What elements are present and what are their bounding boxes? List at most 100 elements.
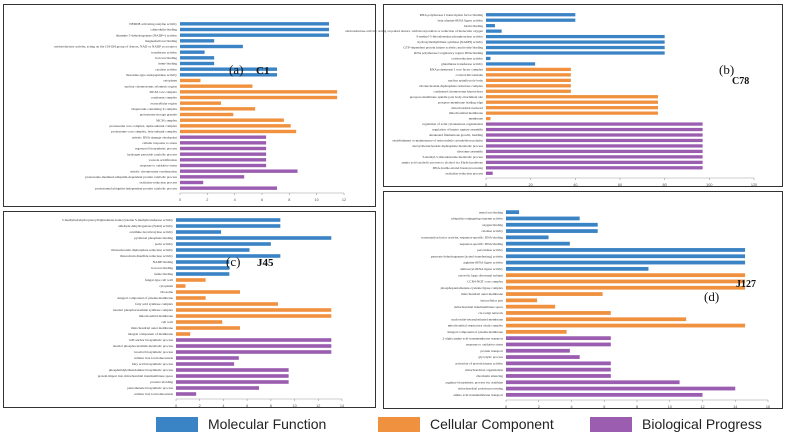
category-label: arginine-tRNA ligase activity: [463, 261, 503, 265]
category-label: ribosome assembly: [457, 150, 483, 154]
bar: [486, 149, 703, 154]
category-label: transcription factor activity, sequence-…: [421, 235, 503, 240]
bar: [180, 186, 278, 190]
category-label: nuclear chromosome, telomeric region: [125, 84, 178, 89]
bar: [486, 62, 536, 66]
bar: [180, 50, 205, 54]
bar: [180, 61, 215, 66]
x-tick-label: 16: [766, 405, 770, 409]
category-label: extracellular region: [151, 101, 178, 105]
x-tick-label: 12: [342, 198, 346, 202]
bar: [486, 138, 703, 143]
category-label: amino acid transmembrane transport: [453, 393, 503, 397]
bar: [486, 24, 495, 28]
category-label: calmodulin binding: [151, 28, 178, 32]
category-label: hydroxymethylbilane synthase (NADH) acti…: [418, 40, 484, 44]
bar: [486, 111, 658, 115]
bar: [180, 39, 215, 43]
category-label: DNA double-strand break processing: [433, 166, 484, 170]
x-tick-label: 10: [668, 405, 672, 409]
bar: [180, 107, 256, 111]
bar: [486, 45, 665, 50]
category-label: NADP binding: [153, 260, 174, 264]
category-label: proteasome core complex, alpha-subunit c…: [109, 124, 177, 129]
category-label: porin activity: [155, 242, 173, 246]
category-label: phosphatidylethanolamine biosynthetic pr…: [109, 368, 174, 372]
category-label: cell wall: [161, 320, 173, 324]
category-label: transferase activity: [151, 50, 177, 54]
legend-label-molecular-function: Molecular Function: [208, 416, 327, 432]
bar: [180, 112, 234, 117]
bar: [486, 67, 571, 72]
category-label: proteasome storage granule: [140, 113, 178, 117]
category-label: thiamine 5-dehydrogenase (NADP+) activit…: [116, 33, 177, 37]
bar: [506, 216, 580, 221]
panel-label: (c): [226, 254, 240, 269]
sample-label: J45: [257, 257, 274, 269]
category-label: RNA polymerase I regulatory region DNA b…: [414, 51, 483, 55]
category-label: mitochondrial intermembrane space: [454, 305, 503, 309]
bar: [176, 224, 281, 228]
bar: [176, 374, 289, 378]
bar: [180, 44, 243, 49]
category-label: mitochondrial nucleoid: [451, 106, 483, 110]
bar: [486, 78, 571, 82]
category-label: glycolytic process: [478, 355, 503, 359]
bar: [506, 210, 520, 215]
bar: [506, 260, 746, 265]
x-tick-label: 10: [292, 404, 296, 408]
bar: [180, 95, 338, 100]
panel-label: (a): [229, 62, 243, 77]
category-label: protein transport: [480, 349, 503, 353]
legend-item-cellular-component: Cellular Component: [378, 416, 554, 432]
bar: [180, 90, 338, 94]
chart-panel-d: 0 2 4 6 8 10 12 14 16 metal ion binding ubiquitin-…: [383, 191, 783, 409]
legend-swatch-molecular-function: [156, 416, 198, 432]
category-label: cellular response to stress: [142, 141, 177, 145]
category-label: proteasome core complex, beta-subunit co…: [111, 130, 177, 135]
category-label: proteasomal ubiquitin-independent protei…: [95, 186, 178, 190]
x-tick-label: 14: [340, 404, 344, 408]
bar: [506, 222, 598, 227]
bar: [506, 386, 736, 391]
bar: [176, 272, 230, 276]
panel-label: (d): [704, 289, 719, 304]
bar: [176, 368, 289, 372]
category-label: mitochondrial membrane: [449, 111, 484, 115]
x-tick-label: 8: [288, 198, 290, 202]
x-tick-label: 0: [485, 183, 487, 187]
bar: [486, 56, 491, 61]
bar: [486, 171, 493, 175]
bar: [506, 311, 611, 315]
bar: [180, 22, 329, 26]
bar: [176, 386, 259, 390]
category-label: pyridoxal phosphate binding: [134, 236, 173, 240]
category-label: chromatin silencing: [476, 374, 503, 378]
bar: [506, 279, 746, 284]
x-tick-label: 4: [222, 404, 224, 408]
category-label: deoxyribonucleoside diphosphate metaboli…: [412, 144, 483, 148]
bar: [506, 266, 649, 271]
bar: [176, 284, 186, 288]
bar: [180, 135, 267, 139]
category-label: aminoacyl-tRNA ligase activity: [460, 267, 503, 271]
x-tick-label: 4: [234, 198, 236, 202]
category-label: cytosolic large ribosomal subunit: [458, 273, 503, 277]
bar: [486, 106, 658, 110]
category-label: cellular iron ion homeostasis: [134, 392, 174, 396]
bar: [506, 285, 746, 290]
category-label: catalase activity: [155, 67, 177, 71]
category-label: response to oxidative stress: [140, 164, 178, 168]
bar: [180, 175, 245, 179]
category-label: arginine biosynthetic process via ornith…: [445, 380, 503, 384]
bar: [486, 95, 658, 99]
bar: [180, 56, 215, 60]
category-label: ubiquitin-conjugating enzyme activity: [451, 217, 503, 221]
category-label: catalase activity: [481, 229, 503, 233]
bar: [180, 163, 267, 168]
bar: [486, 29, 502, 33]
x-tick-label: 80: [663, 183, 667, 187]
category-label: heme binding: [154, 272, 173, 276]
x-tick-label: 2: [199, 404, 201, 408]
bar: [486, 166, 703, 170]
